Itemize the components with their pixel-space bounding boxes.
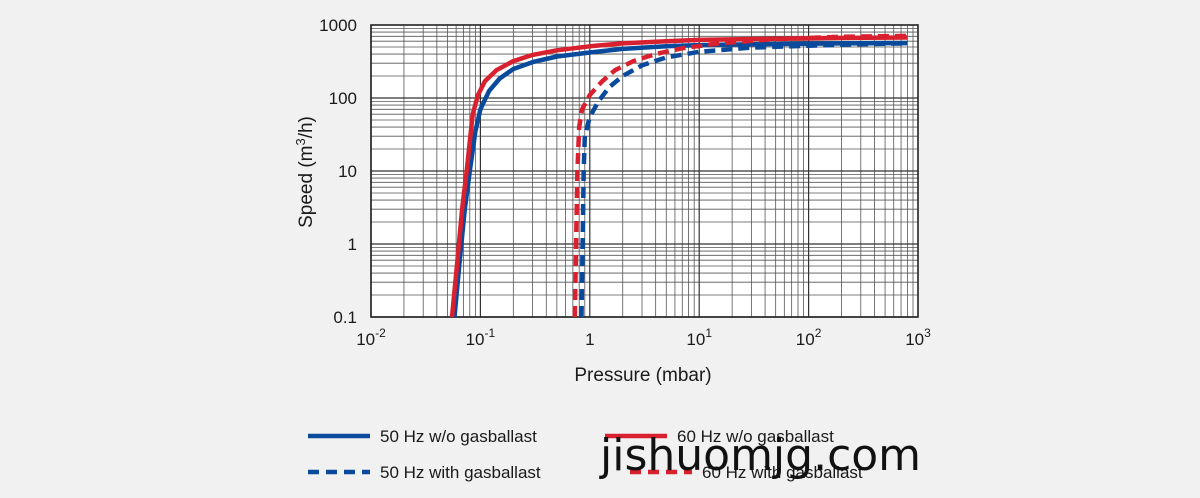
- y-tick-label: 0.1: [333, 308, 357, 327]
- x-tick-label: 103: [905, 326, 931, 349]
- legend-label-3: 60 Hz w/o gasballast: [677, 427, 834, 446]
- series-line-2: [579, 41, 908, 318]
- y-axis-title: Speed (m3/h): [293, 116, 317, 228]
- legend: 50 Hz w/o gasballast 50 Hz with gasballas…: [308, 427, 863, 482]
- plot-frame: [370, 24, 919, 318]
- legend-label-2: 50 Hz with gasballast: [380, 463, 541, 482]
- y-tick-label: 1000: [319, 16, 357, 35]
- x-tick-label: 10-2: [356, 326, 386, 349]
- watermark-text: jishuomjg.com: [599, 430, 921, 481]
- y-axis-title-sup: 3: [293, 138, 308, 145]
- y-tick-labels: 1000 100 10 1 0.1: [319, 16, 357, 327]
- y-axis-title-main: Speed (m: [296, 146, 317, 228]
- legend-label-1: 50 Hz w/o gasballast: [380, 427, 537, 446]
- y-tick-label: 10: [338, 162, 357, 181]
- series-line-3: [449, 35, 908, 318]
- y-tick-label: 100: [329, 89, 357, 108]
- legend-label-4: 60 Hz with gasballast: [702, 463, 863, 482]
- x-tick-labels: 10-2 10-1 1 101 102 103: [356, 326, 931, 349]
- x-tick-label: 10-1: [466, 326, 496, 349]
- y-axis-title-end: /h): [296, 116, 317, 138]
- series-line-4: [572, 33, 908, 318]
- x-tick-label: 101: [686, 326, 712, 349]
- x-axis-title: Pressure (mbar): [574, 365, 711, 386]
- series-layer: [449, 33, 908, 318]
- x-tick-label: 1: [585, 330, 594, 349]
- y-tick-label: 1: [348, 235, 357, 254]
- x-tick-label: 102: [796, 326, 822, 349]
